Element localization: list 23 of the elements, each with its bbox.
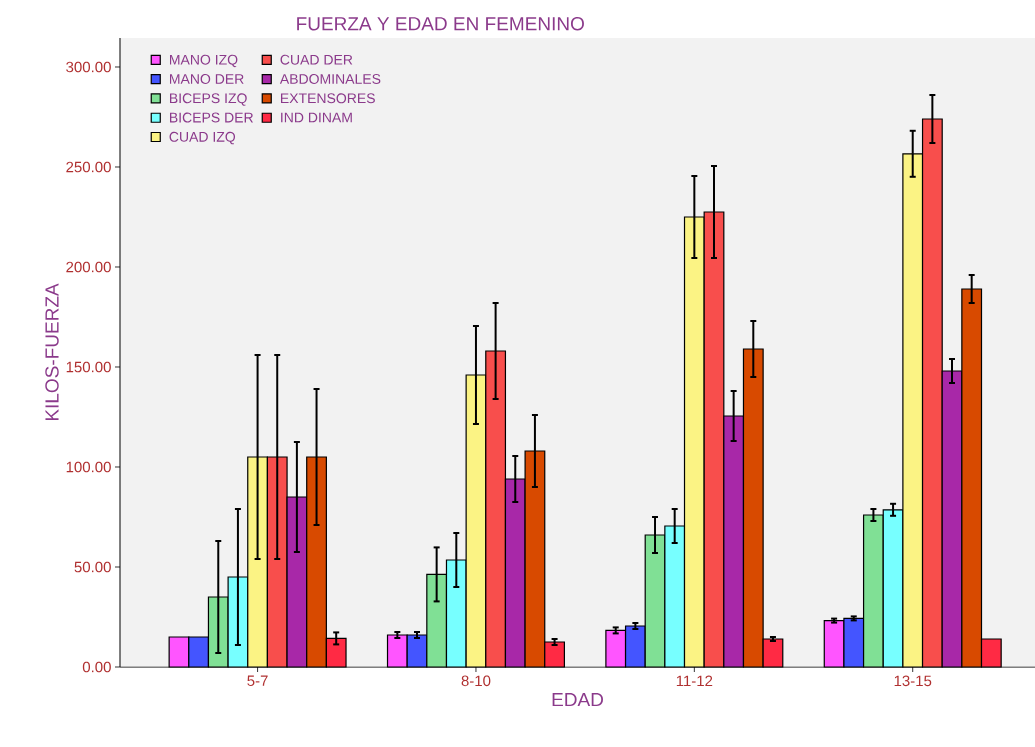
x-axis-title: EDAD <box>552 693 603 707</box>
y-axis-title: KILOS-FUERZA <box>45 283 59 421</box>
legend-label: ABDOMINALES <box>279 74 381 84</box>
x-tick-label: 5-7 <box>247 675 268 686</box>
legend-label: CUAD IZQ <box>169 131 236 145</box>
x-tick-label: 11-12 <box>676 675 713 687</box>
y-tick-label: 250.00 <box>66 161 111 173</box>
legend-label: MANO IZQ <box>170 54 238 68</box>
y-tick-label: 0.00 <box>82 661 111 673</box>
legend-label: MANO DER <box>170 74 244 84</box>
x-tick-label: 8-10 <box>461 675 491 687</box>
y-tick-label: 50.00 <box>74 561 111 573</box>
legend-label: BICEPS DER <box>170 112 253 123</box>
legend-label: CUAD DER <box>280 54 353 65</box>
y-tick-label: 300.00 <box>66 61 111 73</box>
legend-label: IND DINAM <box>281 112 352 123</box>
legend-label: BICEPS IZQ <box>170 93 247 106</box>
chart-title: FUERZA Y EDAD EN FEMENINO <box>297 17 584 31</box>
y-tick-label: 150.00 <box>66 361 111 373</box>
y-tick-label: 200.00 <box>66 261 111 273</box>
legend-label: EXTENSORES <box>281 93 375 104</box>
x-tick-label: 13-15 <box>894 675 932 687</box>
y-tick-label: 100.00 <box>66 461 111 473</box>
